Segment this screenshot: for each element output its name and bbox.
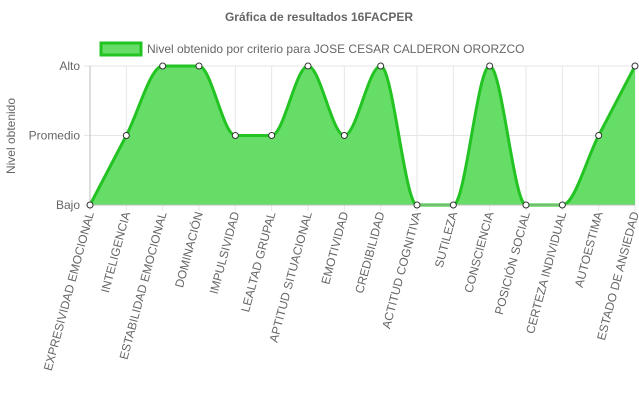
data-point[interactable] [413,201,421,209]
x-tick-label: DOMINACIÓN [171,210,206,289]
series-fill [90,66,635,205]
data-point[interactable] [377,62,385,70]
x-tick-label: INTELIGENCIA [98,210,133,294]
data-point[interactable] [558,201,566,209]
x-tick-label: IMPULSIVIDAD [207,210,243,296]
data-point[interactable] [159,62,167,70]
y-tick-labels: Bajo Promedio Alto [29,59,81,212]
chart-title: Gráfica de resultados 16FACPER [225,10,413,24]
data-point[interactable] [595,132,603,139]
data-point[interactable] [522,201,530,209]
x-tick-label: POSICIÓN SOCIAL [491,210,533,317]
x-tick-label: CONSCIENCIA [461,210,496,294]
legend[interactable]: Nivel obtenido por criterio para JOSE CE… [99,41,524,57]
data-point[interactable] [122,132,130,139]
x-tick-label: ACTITUD COGNITIVA [379,210,424,330]
y-axis-title: Nivel obtenido [4,98,18,174]
data-points [86,62,639,209]
x-tick-label: AUTOESTIMA [572,210,606,289]
legend-swatch [99,41,143,57]
data-point[interactable] [486,62,494,70]
data-point[interactable] [195,62,203,70]
y-tick-label: Bajo [56,198,80,212]
y-tick-label: Promedio [29,129,81,143]
x-tick-label: EMOTIVIDAD [318,210,351,286]
data-point[interactable] [340,132,348,139]
data-point[interactable] [86,201,94,209]
y-tick-label: Alto [59,59,80,73]
data-point[interactable] [631,62,639,70]
x-tick-label: EXPRESIVIDAD EMOCIONAL [41,210,97,372]
legend-label: Nivel obtenido por criterio para JOSE CE… [147,42,524,56]
data-point[interactable] [449,201,457,209]
axes [89,66,635,206]
x-tick-labels: EXPRESIVIDAD EMOCIONAL INTELIGENCIAESTABI… [41,210,639,373]
x-tick-label: CERTEZA INDIVIDUAL [523,210,569,335]
x-tick-label: CREDIBILIDAD [352,210,387,295]
data-point[interactable] [231,132,239,139]
data-point[interactable] [304,62,312,70]
x-tick-label: SUTILEZA [432,210,460,269]
data-point[interactable] [268,132,276,139]
x-tick-label: LEALTAD GRUPAL [238,210,278,314]
